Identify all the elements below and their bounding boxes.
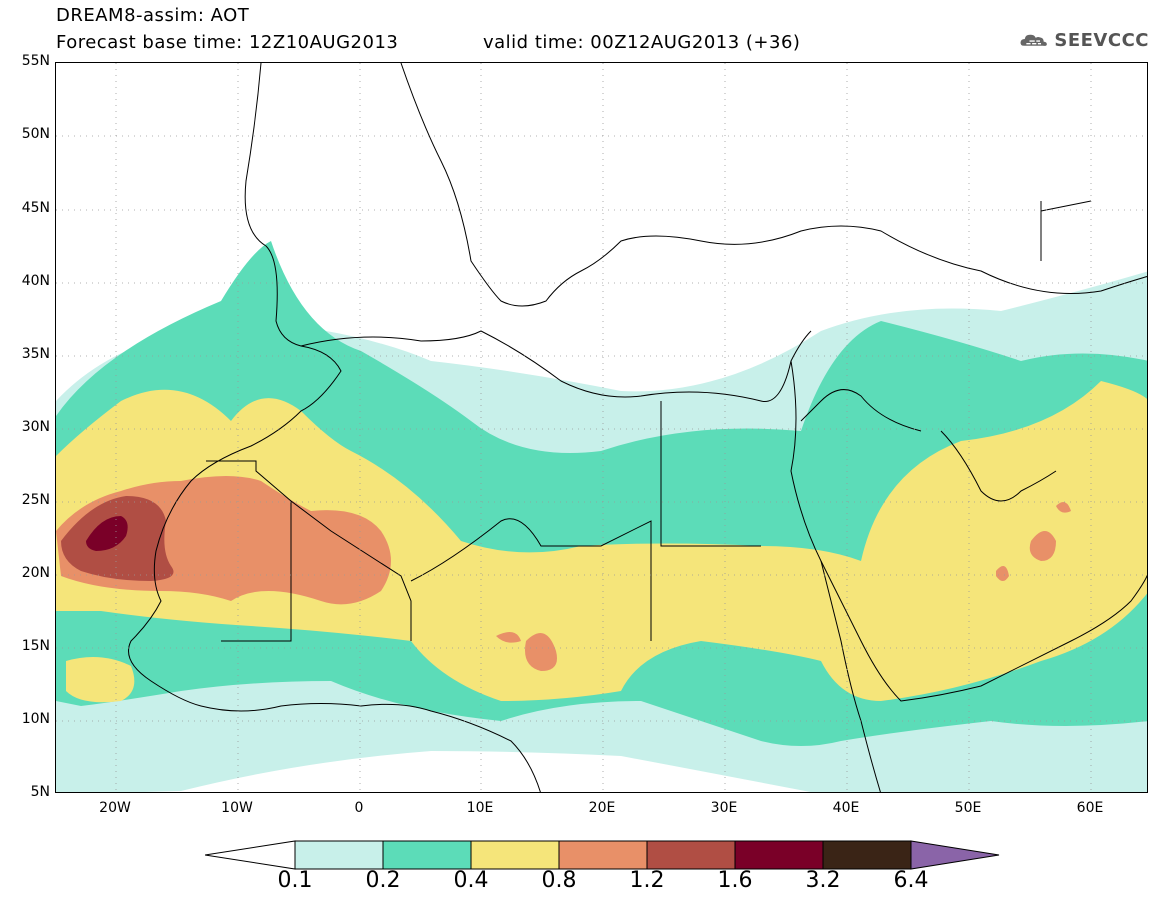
lon-label-10e: 10E [466,800,494,816]
colorbar-swatch-3.2 [822,840,912,870]
lon-label-50e: 50E [954,800,982,816]
lat-label-5n: 5N [30,784,50,800]
colorbar-swatch-1.2 [646,840,736,870]
logo-text: SEEVCCC [1054,29,1149,51]
aot-band-0.4 [56,381,1147,701]
colorbar-label-0.1: 0.1 [277,868,313,893]
aot-band-0.8d [66,657,135,703]
lat-label-30n: 30N [21,419,50,435]
colorbar [205,840,1000,870]
forecast-base-time: Forecast base time: 12Z10AUG2013 [56,32,399,53]
colorbar-swatch-0.2 [382,840,472,870]
seevccc-logo: SEEVCCC [1019,22,1149,58]
aot-band-0.8c [996,502,1071,581]
colorbar-label-1.2: 1.2 [629,868,665,893]
colorbar-left-arrow [205,840,296,870]
lat-label-35n: 35N [21,346,50,362]
lon-label-20e: 20E [588,800,616,816]
lat-label-55n: 55N [21,53,50,69]
colorbar-label-1.6: 1.6 [717,868,753,893]
lat-label-20n: 20N [21,565,50,581]
lat-label-15n: 15N [21,638,50,654]
lon-label-40e: 40E [832,800,860,816]
colorbar-swatch-1.6 [734,840,824,870]
graticule [56,63,1147,792]
colorbar-label-0.8: 0.8 [541,868,577,893]
aot-map [56,63,1147,792]
map-title: DREAM8-assim: AOT [56,5,250,26]
lat-label-25n: 25N [21,492,50,508]
colorbar-swatch-0.1 [294,840,384,870]
lon-label-0: 0 [354,800,364,816]
lat-label-45n: 45N [21,200,50,216]
lon-label-10w: 10W [221,800,253,816]
lat-label-40n: 40N [21,273,50,289]
colorbar-swatch-0.4 [470,840,560,870]
colorbar-label-0.2: 0.2 [365,868,401,893]
colorbar-swatch-0.8 [558,840,648,870]
valid-time: valid time: 00Z12AUG2013 (+36) [483,32,801,53]
aot-band-0.8b [496,632,557,671]
lon-label-30e: 30E [710,800,738,816]
coastlines [128,63,1147,792]
lat-label-50n: 50N [21,126,50,142]
map-frame [55,62,1148,793]
colorbar-label-6.4: 6.4 [893,868,929,893]
colorbar-right-arrow [910,840,1000,870]
lon-label-20w: 20W [99,800,131,816]
lon-label-60e: 60E [1076,800,1104,816]
colorbar-label-3.2: 3.2 [805,868,841,893]
cloud-icon [1020,34,1047,46]
aot-band-1.6 [86,516,128,551]
colorbar-label-0.4: 0.4 [453,868,489,893]
lat-label-10n: 10N [21,711,50,727]
